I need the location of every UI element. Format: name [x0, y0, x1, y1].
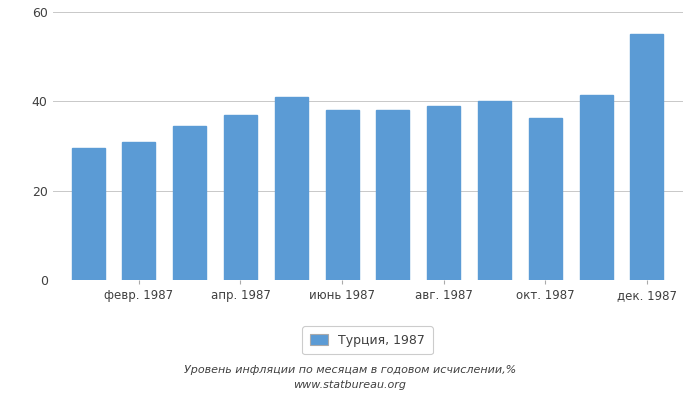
Text: www.statbureau.org: www.statbureau.org — [293, 380, 407, 390]
Text: Уровень инфляции по месяцам в годовом исчислении,%: Уровень инфляции по месяцам в годовом ис… — [184, 365, 516, 375]
Bar — [275, 97, 308, 280]
Bar — [326, 110, 358, 280]
Bar — [173, 126, 206, 280]
Bar — [71, 148, 104, 280]
Bar — [122, 142, 155, 280]
Legend: Турция, 1987: Турция, 1987 — [302, 326, 433, 354]
Bar — [580, 95, 612, 280]
Bar — [224, 115, 257, 280]
Bar — [478, 101, 511, 280]
Bar — [377, 110, 410, 280]
Bar — [631, 34, 664, 280]
Bar — [427, 106, 460, 280]
Bar — [528, 118, 562, 280]
